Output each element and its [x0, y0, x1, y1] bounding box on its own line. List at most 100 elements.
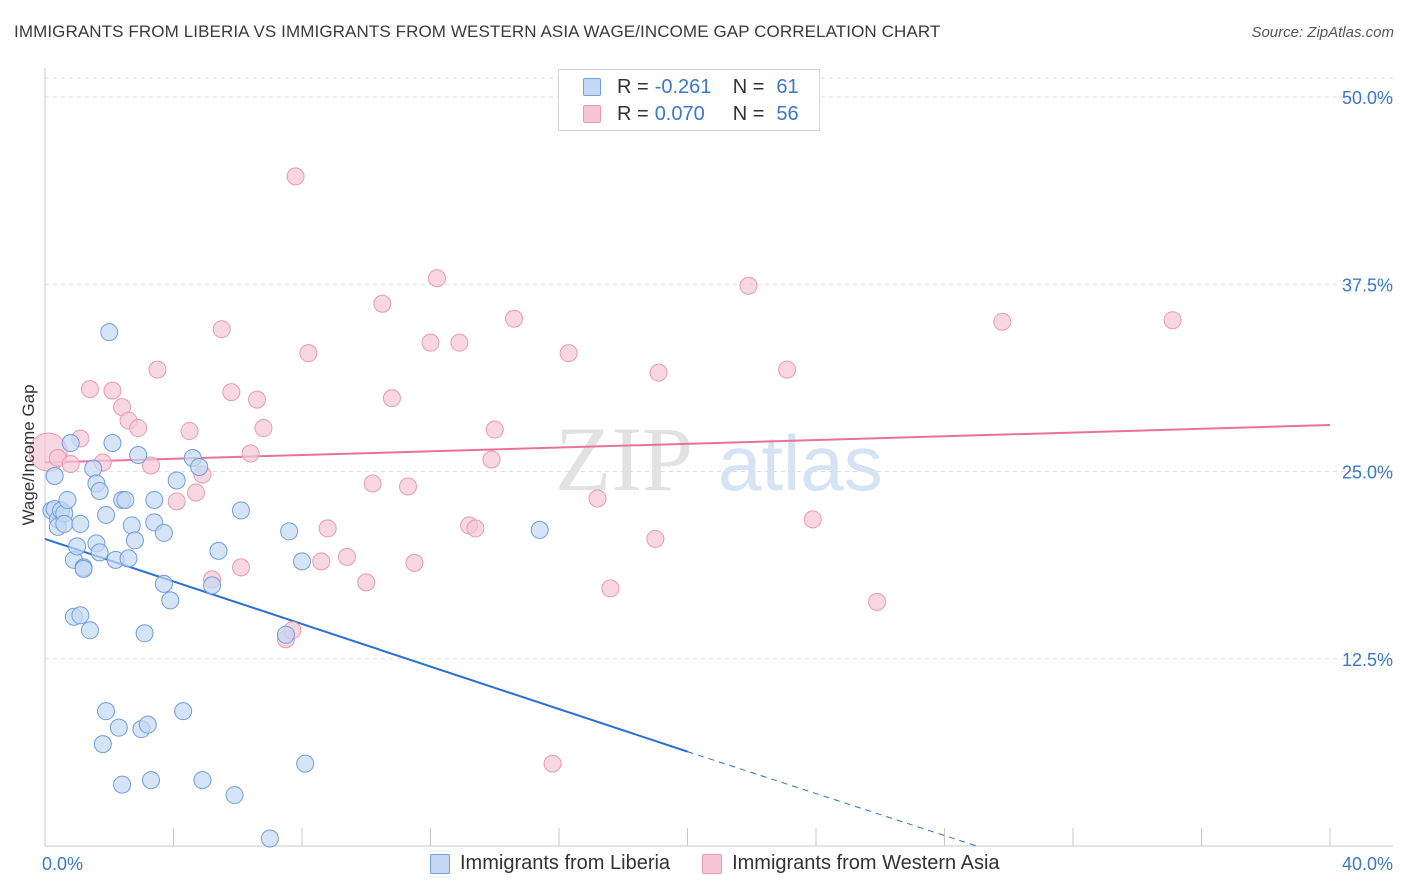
data-point-liberia: [260, 829, 279, 848]
series-legend: Immigrants from Liberia Immigrants from …: [430, 852, 1032, 875]
data-point-western-asia: [357, 573, 376, 592]
data-point-liberia: [142, 771, 161, 790]
data-point-liberia: [97, 702, 116, 721]
tick-labels: 12.5% 25.0% 37.5% 50.0% 0.0% 40.0%: [42, 88, 1393, 874]
watermark-atlas: atlas: [718, 419, 883, 507]
data-point-western-asia: [482, 450, 501, 469]
chart-title: IMMIGRANTS FROM LIBERIA VS IMMIGRANTS FR…: [14, 22, 941, 41]
series-liberia: [42, 323, 549, 848]
y-tick-label: 25.0%: [1342, 463, 1393, 483]
data-point-western-asia: [231, 558, 250, 577]
data-point-liberia: [280, 522, 299, 541]
source-label: Source: ZipAtlas.com: [1251, 24, 1394, 41]
data-point-liberia: [193, 771, 212, 790]
watermark-zip: ZIP: [555, 408, 693, 510]
trend-line-liberia: [44, 537, 688, 753]
data-point-liberia: [190, 458, 209, 477]
data-point-western-asia: [212, 320, 231, 339]
legend-swatch-pink: [702, 853, 723, 874]
data-point-western-asia: [993, 312, 1012, 331]
data-point-western-asia: [646, 529, 665, 548]
data-point-western-asia: [450, 333, 469, 352]
legend-row-western-asia: R = 0.070 N = 56: [583, 101, 799, 127]
data-point-liberia: [167, 471, 186, 490]
data-point-western-asia: [543, 754, 562, 773]
data-point-western-asia: [373, 294, 392, 313]
data-point-western-asia: [254, 419, 273, 438]
legend-n-label: N =: [732, 102, 765, 125]
data-point-liberia: [154, 574, 173, 593]
data-point-western-asia: [466, 519, 485, 538]
data-point-western-asia: [485, 420, 504, 439]
x-tick-label: 40.0%: [1342, 854, 1393, 874]
stats-legend: R = -0.261 N = 61 R = 0.070 N = 56: [558, 69, 820, 131]
data-point-western-asia: [505, 309, 524, 328]
data-point-liberia: [116, 490, 135, 509]
data-point-liberia: [129, 446, 148, 465]
data-point-western-asia: [1163, 311, 1182, 330]
data-point-liberia: [55, 514, 74, 533]
data-point-western-asia: [248, 390, 267, 409]
data-point-liberia: [58, 490, 77, 509]
legend-r-value: 0.070: [654, 102, 705, 125]
y-axis-label: Wage/Income Gap: [19, 384, 38, 525]
data-point-liberia: [209, 541, 228, 560]
legend-item-western-asia[interactable]: Immigrants from Western Asia: [702, 852, 1000, 875]
data-point-liberia: [174, 702, 193, 721]
data-point-western-asia: [241, 444, 260, 463]
data-point-liberia: [97, 505, 116, 524]
y-tick-label: 50.0%: [1342, 88, 1393, 108]
data-point-liberia: [125, 531, 144, 550]
legend-label-liberia: Immigrants from Liberia: [460, 852, 671, 874]
data-point-liberia: [138, 715, 157, 734]
data-point-liberia: [93, 735, 112, 754]
data-point-western-asia: [167, 492, 186, 511]
data-point-western-asia: [382, 389, 401, 408]
data-point-western-asia: [337, 547, 356, 566]
data-point-western-asia: [363, 474, 382, 493]
legend-item-liberia[interactable]: Immigrants from Liberia: [430, 852, 670, 875]
y-tick-label: 12.5%: [1342, 650, 1393, 670]
data-point-western-asia: [312, 552, 331, 571]
data-point-liberia: [90, 543, 109, 562]
data-point-western-asia: [803, 510, 822, 529]
y-tick-label: 37.5%: [1342, 275, 1393, 295]
legend-r-label: R =: [617, 75, 649, 98]
data-point-western-asia: [649, 363, 668, 382]
legend-n-value: 61: [776, 75, 799, 98]
legend-swatch-blue: [583, 78, 601, 96]
data-point-liberia: [135, 624, 154, 643]
data-point-liberia: [45, 466, 64, 485]
x-tick-label: 0.0%: [42, 854, 83, 874]
data-point-liberia: [61, 434, 80, 453]
data-point-western-asia: [80, 380, 99, 399]
data-point-liberia: [161, 591, 180, 610]
data-point-liberia: [225, 786, 244, 805]
legend-n-label: N =: [732, 75, 765, 98]
data-point-western-asia: [588, 489, 607, 508]
data-point-liberia: [109, 718, 128, 737]
data-point-western-asia: [559, 344, 578, 363]
data-point-liberia: [103, 434, 122, 453]
data-point-western-asia: [180, 422, 199, 441]
data-point-western-asia: [222, 383, 241, 402]
data-point-liberia: [276, 625, 295, 644]
data-point-liberia: [145, 490, 164, 509]
legend-label-western-asia: Immigrants from Western Asia: [732, 852, 1000, 874]
watermark: ZIP atlas: [555, 408, 883, 510]
data-point-western-asia: [421, 333, 440, 352]
data-point-liberia: [84, 459, 103, 478]
data-point-western-asia: [601, 579, 620, 598]
legend-r-value: -0.261: [654, 75, 712, 98]
data-point-western-asia: [739, 276, 758, 295]
data-point-liberia: [293, 552, 311, 571]
data-point-liberia: [71, 514, 90, 533]
data-point-western-asia: [318, 519, 337, 538]
data-point-western-asia: [286, 167, 305, 186]
data-point-western-asia: [142, 456, 161, 475]
data-point-liberia: [154, 523, 173, 542]
legend-row-liberia: R = -0.261 N = 61: [583, 74, 799, 100]
data-point-western-asia: [61, 455, 80, 474]
data-point-western-asia: [778, 360, 797, 379]
